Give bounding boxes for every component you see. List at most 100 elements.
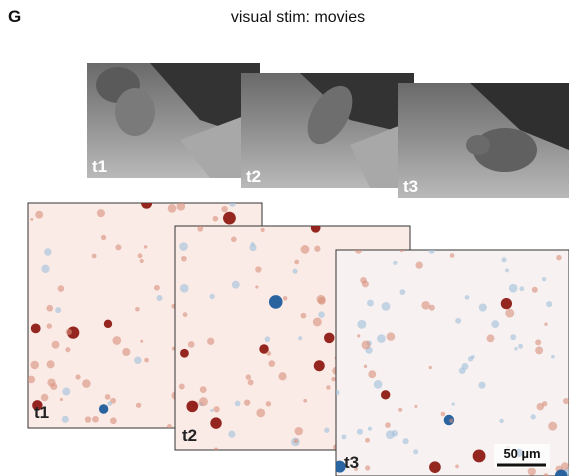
cell: [455, 464, 459, 468]
cell: [41, 394, 49, 402]
cell: [141, 198, 152, 209]
cell: [52, 341, 60, 349]
cell: [514, 347, 518, 351]
cell: [31, 361, 39, 369]
cell: [505, 309, 514, 318]
frame-label: t3: [344, 453, 359, 472]
cell: [429, 366, 432, 369]
cell: [546, 301, 552, 307]
cell: [455, 318, 461, 324]
cell: [50, 383, 57, 390]
cell: [429, 461, 441, 473]
cell: [188, 341, 195, 348]
cell: [27, 376, 35, 384]
cell: [266, 351, 271, 356]
cell: [181, 256, 187, 262]
cell: [393, 261, 397, 265]
cell: [134, 357, 141, 364]
cell: [101, 235, 106, 240]
cell: [110, 417, 117, 424]
panel-title: visual stim: movies: [231, 9, 365, 26]
cell: [107, 401, 112, 406]
imaging-frame: t3 50 µm: [334, 246, 569, 476]
cell: [421, 301, 430, 310]
cell: [535, 346, 543, 354]
cell: [311, 223, 321, 233]
cell: [231, 237, 237, 243]
cell: [65, 347, 70, 352]
cell: [318, 311, 325, 318]
cell: [213, 406, 219, 412]
cell: [180, 349, 189, 358]
cell: [283, 296, 288, 301]
cell: [248, 379, 254, 385]
cell: [313, 318, 322, 327]
cell: [62, 388, 70, 396]
cell: [452, 403, 455, 406]
cell: [228, 431, 235, 438]
cell: [414, 405, 417, 408]
cell: [85, 416, 91, 422]
cell: [97, 209, 105, 217]
cell: [294, 439, 299, 444]
cell: [542, 277, 546, 281]
cell: [505, 268, 509, 272]
cell: [314, 246, 320, 252]
cell: [112, 336, 121, 345]
cell: [473, 450, 486, 463]
cell: [122, 348, 130, 356]
figure-panel: G visual stim: movies t1 t2 t3 t1 t2 t: [0, 0, 569, 476]
cell: [295, 427, 303, 435]
panel-label: G: [8, 7, 21, 26]
cell: [30, 218, 33, 221]
cell: [104, 320, 112, 328]
cell: [99, 404, 108, 413]
cell: [374, 380, 383, 389]
frame-label: t1: [92, 157, 107, 176]
cell: [183, 312, 188, 317]
cell: [246, 374, 251, 379]
frame-label: t2: [246, 167, 261, 186]
cell: [450, 253, 455, 258]
frame-label: t2: [182, 426, 197, 445]
cell: [210, 409, 213, 412]
cell: [368, 426, 372, 430]
movie-frame: t1: [87, 63, 260, 178]
cell: [180, 284, 189, 293]
cell: [403, 438, 409, 444]
cell: [501, 298, 512, 309]
cell: [556, 255, 562, 261]
cell: [210, 294, 215, 299]
cell: [47, 360, 55, 368]
cell: [200, 386, 207, 393]
cell: [154, 285, 160, 291]
cell: [563, 398, 569, 404]
cell: [214, 448, 219, 453]
cell: [318, 297, 326, 305]
cell: [365, 465, 370, 470]
cell: [368, 370, 376, 378]
cell: [544, 323, 547, 326]
cell: [303, 399, 307, 403]
cell: [265, 336, 271, 342]
cell: [179, 242, 188, 251]
cell: [47, 323, 52, 328]
cell: [223, 212, 236, 225]
cell: [144, 358, 149, 363]
cell: [157, 295, 163, 301]
cell: [199, 397, 208, 406]
cell: [362, 340, 371, 349]
cell: [362, 280, 369, 287]
cell: [449, 419, 453, 423]
cell: [542, 401, 547, 406]
cell: [207, 338, 214, 345]
cell: [210, 417, 221, 428]
cell: [92, 254, 97, 259]
cell: [324, 428, 329, 433]
cell: [213, 216, 219, 222]
cell: [301, 313, 307, 319]
cell: [46, 305, 53, 312]
cell: [413, 449, 418, 454]
cell: [386, 430, 395, 439]
cell: [532, 287, 538, 293]
